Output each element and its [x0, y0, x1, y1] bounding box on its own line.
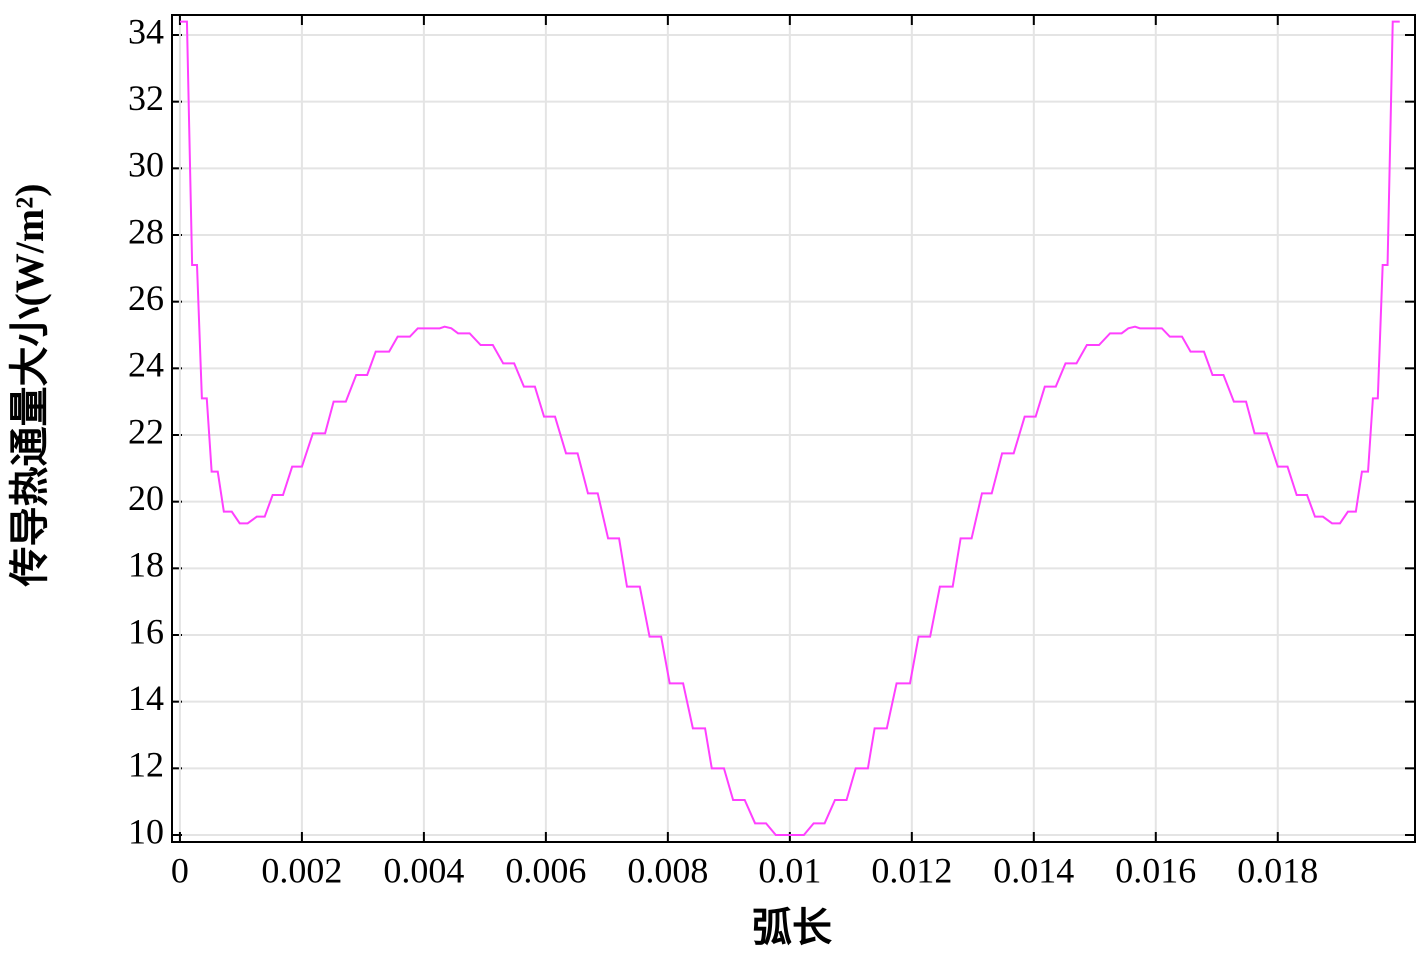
x-tick-label: 0.006	[505, 850, 586, 890]
y-axis-title: 传导热通量大小(W/m²)	[7, 183, 52, 587]
y-tick-label: 24	[128, 345, 164, 385]
y-tick-label: 12	[128, 745, 164, 785]
x-tick-label: 0.004	[383, 850, 464, 890]
y-tick-label: 10	[128, 811, 164, 851]
plot-frame	[171, 14, 1416, 843]
y-tick-label: 28	[128, 211, 164, 251]
y-tick-label: 22	[128, 411, 164, 451]
x-tick-label: 0.018	[1237, 850, 1318, 890]
x-tick-label: 0	[171, 850, 189, 890]
x-tick-label: 0.014	[993, 850, 1074, 890]
y-tick-label: 20	[128, 478, 164, 518]
data-line	[179, 20, 1400, 836]
y-tick-label: 18	[128, 545, 164, 585]
x-axis-title: 弧长	[752, 905, 832, 950]
x-tick-label: 0.008	[627, 850, 708, 890]
x-tick-label: 0.002	[261, 850, 342, 890]
y-tick-label: 16	[128, 611, 164, 651]
y-tick-label: 30	[128, 145, 164, 185]
y-tick-label: 14	[128, 678, 164, 718]
x-tick-label: 0.016	[1115, 850, 1196, 890]
x-tick-label: 0.01	[758, 850, 821, 890]
y-tick-label: 34	[128, 11, 164, 51]
y-tick-label: 26	[128, 278, 164, 318]
x-tick-label: 0.012	[871, 850, 952, 890]
y-tick-label: 32	[128, 78, 164, 118]
